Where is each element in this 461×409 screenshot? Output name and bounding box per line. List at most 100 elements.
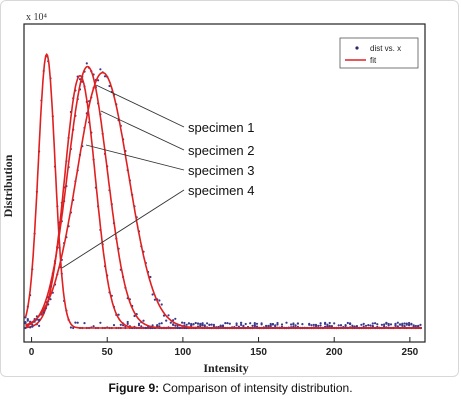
annotation-specimen-1: specimen 1 [188,120,254,135]
x-axis-label: Intensity [203,361,248,375]
data-point [285,321,288,324]
data-point [294,324,297,327]
data-point [308,323,311,326]
data-point [24,321,27,324]
figure-caption: Figure 9: Comparison of intensity distri… [0,381,461,395]
data-point [290,323,293,326]
data-point [165,319,168,322]
data-point [389,323,393,326]
data-point [301,323,304,326]
data-point [97,79,100,82]
data-point [326,325,329,328]
data-point [149,326,152,330]
data-point [374,322,377,325]
data-point [196,322,200,325]
data-point [410,323,413,326]
data-point [362,325,365,328]
data-point [314,324,318,328]
legend-marker-dist [355,46,359,50]
data-point [344,324,347,327]
data-point [296,322,299,325]
data-point [83,322,86,325]
data-point [194,321,197,325]
data-point [419,323,422,326]
data-point [199,322,202,325]
data-point [24,326,27,330]
data-point [235,322,238,325]
x-tick-label: 100 [175,347,192,358]
data-point [380,323,383,326]
plot-area [23,23,426,343]
data-point [38,318,41,321]
legend: dist vs. x fit [339,37,419,69]
data-point [190,322,193,326]
data-point [324,322,327,325]
data-point [249,322,252,325]
data-point [383,323,386,326]
data-point [181,321,184,324]
data-point [31,325,34,328]
legend-label-fit: fit [370,56,377,65]
leader-line-specimen-3 [85,144,185,171]
data-point [144,326,147,330]
data-point [183,326,186,330]
caption-label: Figure 9: [108,381,160,395]
data-point [169,321,172,324]
data-point [174,317,177,320]
data-point [355,325,358,328]
data-point [369,324,372,327]
data-point [310,324,313,327]
data-point [371,324,374,328]
data-point [328,324,331,327]
data-point [29,326,32,329]
data-point [333,322,336,325]
data-point [174,324,177,327]
data-point [405,323,408,326]
data-point [38,324,41,327]
data-point [160,303,163,306]
data-point [360,323,363,326]
data-point [156,324,159,327]
data-point [99,68,102,71]
data-point [224,322,227,325]
x-tick-label: 150 [250,347,267,358]
data-point [276,321,279,325]
data-point [228,322,231,325]
data-point [251,324,254,327]
data-point [206,322,209,325]
data-point [396,321,399,324]
data-point [192,323,195,326]
data-point [117,313,120,316]
data-point [271,323,274,326]
data-point [367,324,370,327]
data-point [364,324,368,327]
y-multiplier: x 10⁴ [26,12,48,23]
data-point [151,324,154,327]
data-point [240,321,243,324]
data-point [292,322,295,325]
data-point [153,298,156,301]
x-tick-label: 50 [102,347,114,358]
annotation-specimen-2: specimen 2 [188,143,254,158]
data-point [376,323,379,326]
x-tick-label: 0 [29,347,35,358]
legend-label-dist: dist vs. x [370,44,401,53]
data-point [267,325,270,328]
data-point [126,322,129,325]
data-point [401,323,404,327]
annotations: specimen 1 specimen 2 specimen 3 specime… [61,84,254,269]
leader-line-specimen-4 [61,189,185,269]
data-point [235,324,238,327]
data-point [371,322,374,325]
data-point [253,322,256,325]
data-point [351,324,354,327]
data-point [337,324,340,327]
data-point [292,325,295,328]
data-point [92,325,95,328]
data-point [212,325,215,328]
data-point [312,323,315,326]
data-point [362,322,365,325]
data-point [187,322,190,325]
legend-box [339,37,419,69]
data-point [142,319,145,322]
